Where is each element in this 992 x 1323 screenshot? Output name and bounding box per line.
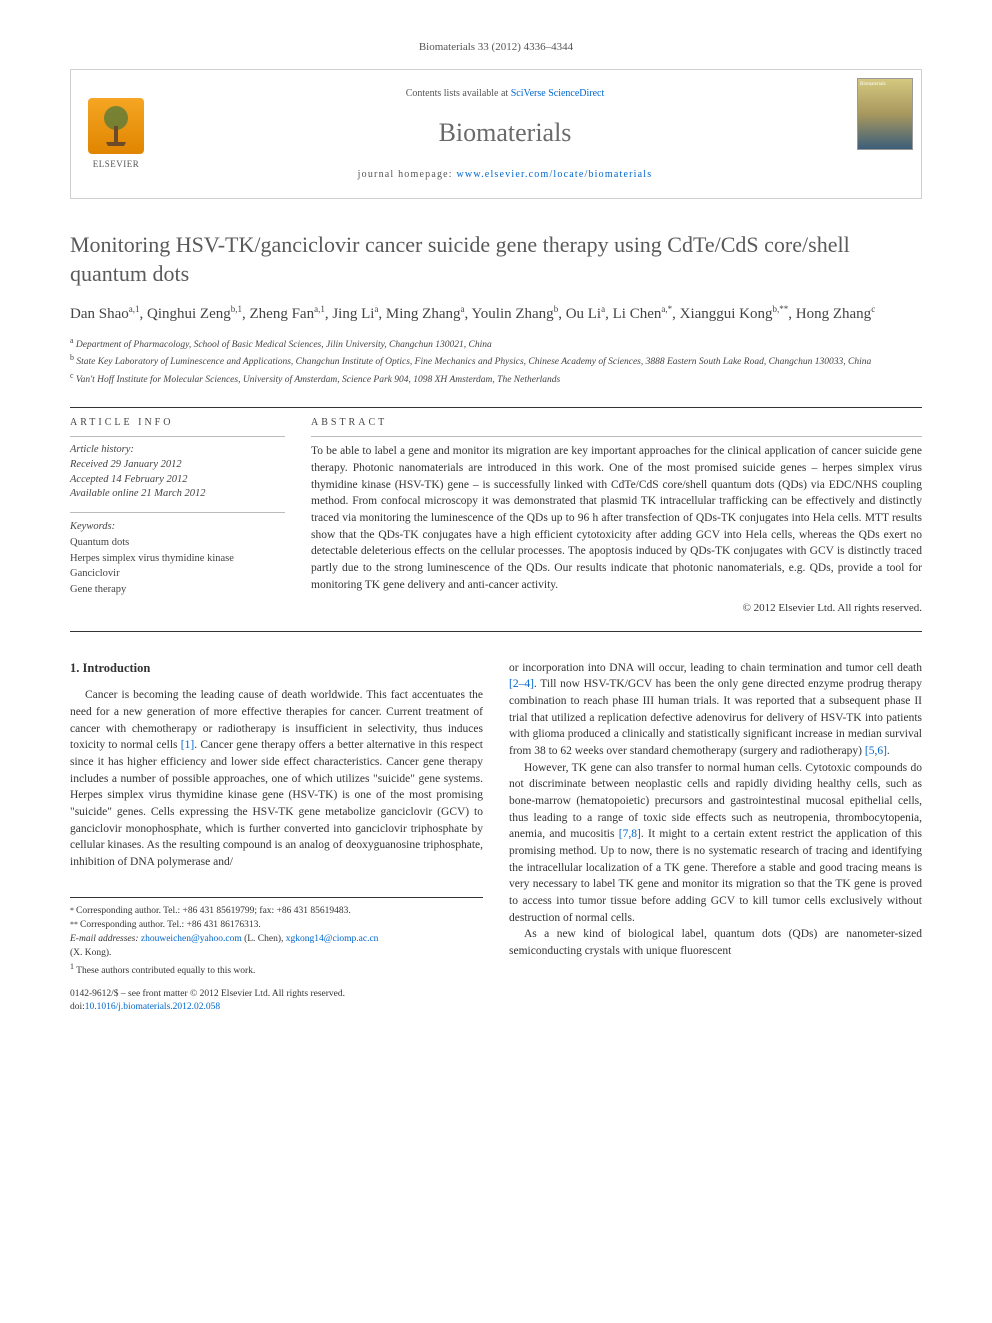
abstract-copyright: © 2012 Elsevier Ltd. All rights reserved… (311, 601, 922, 616)
homepage-line: journal homepage: www.elsevier.com/locat… (358, 168, 653, 182)
body-column-left: 1. Introduction Cancer is becoming the l… (70, 660, 483, 1015)
abstract-column: ABSTRACT To be able to label a gene and … (311, 416, 922, 616)
rule-bottom (70, 631, 922, 632)
intro-para-2: or incorporation into DNA will occur, le… (509, 660, 922, 760)
body-columns: 1. Introduction Cancer is becoming the l… (70, 660, 922, 1015)
header-center: Contents lists available at SciVerse Sci… (161, 70, 849, 198)
article-history: Article history: Received 29 January 201… (70, 443, 285, 502)
publisher-logo-box: ELSEVIER (71, 70, 161, 198)
email2-who: (X. Kong). (70, 948, 111, 958)
abstract-label: ABSTRACT (311, 416, 922, 430)
keyword-1: Herpes simplex virus thymidine kinase (70, 551, 285, 567)
keywords-block: Keywords: Quantum dots Herpes simplex vi… (70, 519, 285, 598)
history-received: Received 29 January 2012 (70, 458, 285, 473)
intro-para-3: However, TK gene can also transfer to no… (509, 760, 922, 927)
rule-top (70, 407, 922, 408)
rule-info-1 (70, 436, 285, 437)
footnote-corr1: * Corresponding author. Tel.: +86 431 85… (70, 904, 483, 918)
email1-who: (L. Chen), (242, 934, 286, 944)
contents-list-line: Contents lists available at SciVerse Sci… (406, 87, 605, 101)
footnote-equal: 1 These authors contributed equally to t… (70, 961, 483, 978)
body-column-right: or incorporation into DNA will occur, le… (509, 660, 922, 1015)
footer-block: 0142-9612/$ – see front matter © 2012 El… (70, 988, 483, 1015)
journal-cover-box (849, 70, 921, 198)
rule-abstract (311, 436, 922, 437)
elsevier-tree-icon (88, 98, 144, 154)
journal-header-bar: ELSEVIER Contents lists available at Sci… (70, 69, 922, 199)
affiliation-b: b State Key Laboratory of Luminescence a… (70, 352, 922, 369)
homepage-prefix: journal homepage: (358, 169, 457, 180)
info-abstract-row: ARTICLE INFO Article history: Received 2… (70, 416, 922, 616)
keywords-label: Keywords: (70, 519, 285, 535)
homepage-link[interactable]: www.elsevier.com/locate/biomaterials (456, 169, 652, 180)
journal-name: Biomaterials (439, 115, 572, 151)
rule-info-2 (70, 512, 285, 513)
email-link-1[interactable]: zhouweichen@yahoo.com (141, 934, 242, 944)
doi-link[interactable]: 10.1016/j.biomaterials.2012.02.058 (85, 1002, 220, 1012)
emails-label: E-mail addresses: (70, 934, 141, 944)
sciencedirect-link[interactable]: SciVerse ScienceDirect (511, 88, 605, 99)
footer-front-matter: 0142-9612/$ – see front matter © 2012 El… (70, 988, 483, 1001)
abstract-text: To be able to label a gene and monitor i… (311, 443, 922, 593)
keyword-0: Quantum dots (70, 535, 285, 551)
email-link-2[interactable]: xgkong14@ciomp.ac.cn (286, 934, 379, 944)
intro-heading: 1. Introduction (70, 660, 483, 678)
keyword-3: Gene therapy (70, 582, 285, 598)
intro-para-1: Cancer is becoming the leading cause of … (70, 687, 483, 870)
affiliations-block: a Department of Pharmacology, School of … (70, 335, 922, 387)
footer-doi-line: doi:10.1016/j.biomaterials.2012.02.058 (70, 1001, 483, 1014)
publisher-name: ELSEVIER (93, 158, 140, 171)
history-label: Article history: (70, 443, 285, 458)
footnote-emails: E-mail addresses: zhouweichen@yahoo.com … (70, 932, 483, 961)
article-info-column: ARTICLE INFO Article history: Received 2… (70, 416, 285, 616)
authors-list: Dan Shaoa,1, Qinghui Zengb,1, Zheng Fana… (70, 303, 922, 326)
page-container: Biomaterials 33 (2012) 4336–4344 ELSEVIE… (0, 0, 992, 1055)
footnote-corr2: ** Corresponding author. Tel.: +86 431 8… (70, 918, 483, 932)
keyword-2: Ganciclovir (70, 566, 285, 582)
intro-para-4: As a new kind of biological label, quant… (509, 926, 922, 959)
history-online: Available online 21 March 2012 (70, 487, 285, 502)
contents-prefix: Contents lists available at (406, 88, 511, 99)
journal-reference: Biomaterials 33 (2012) 4336–4344 (70, 40, 922, 55)
article-title: Monitoring HSV-TK/ganciclovir cancer sui… (70, 231, 922, 288)
journal-cover-thumbnail (857, 78, 913, 150)
article-info-label: ARTICLE INFO (70, 416, 285, 430)
footnotes-block: * Corresponding author. Tel.: +86 431 85… (70, 897, 483, 978)
affiliation-a: a Department of Pharmacology, School of … (70, 335, 922, 352)
affiliation-c: c Van't Hoff Institute for Molecular Sci… (70, 370, 922, 387)
history-accepted: Accepted 14 February 2012 (70, 473, 285, 488)
